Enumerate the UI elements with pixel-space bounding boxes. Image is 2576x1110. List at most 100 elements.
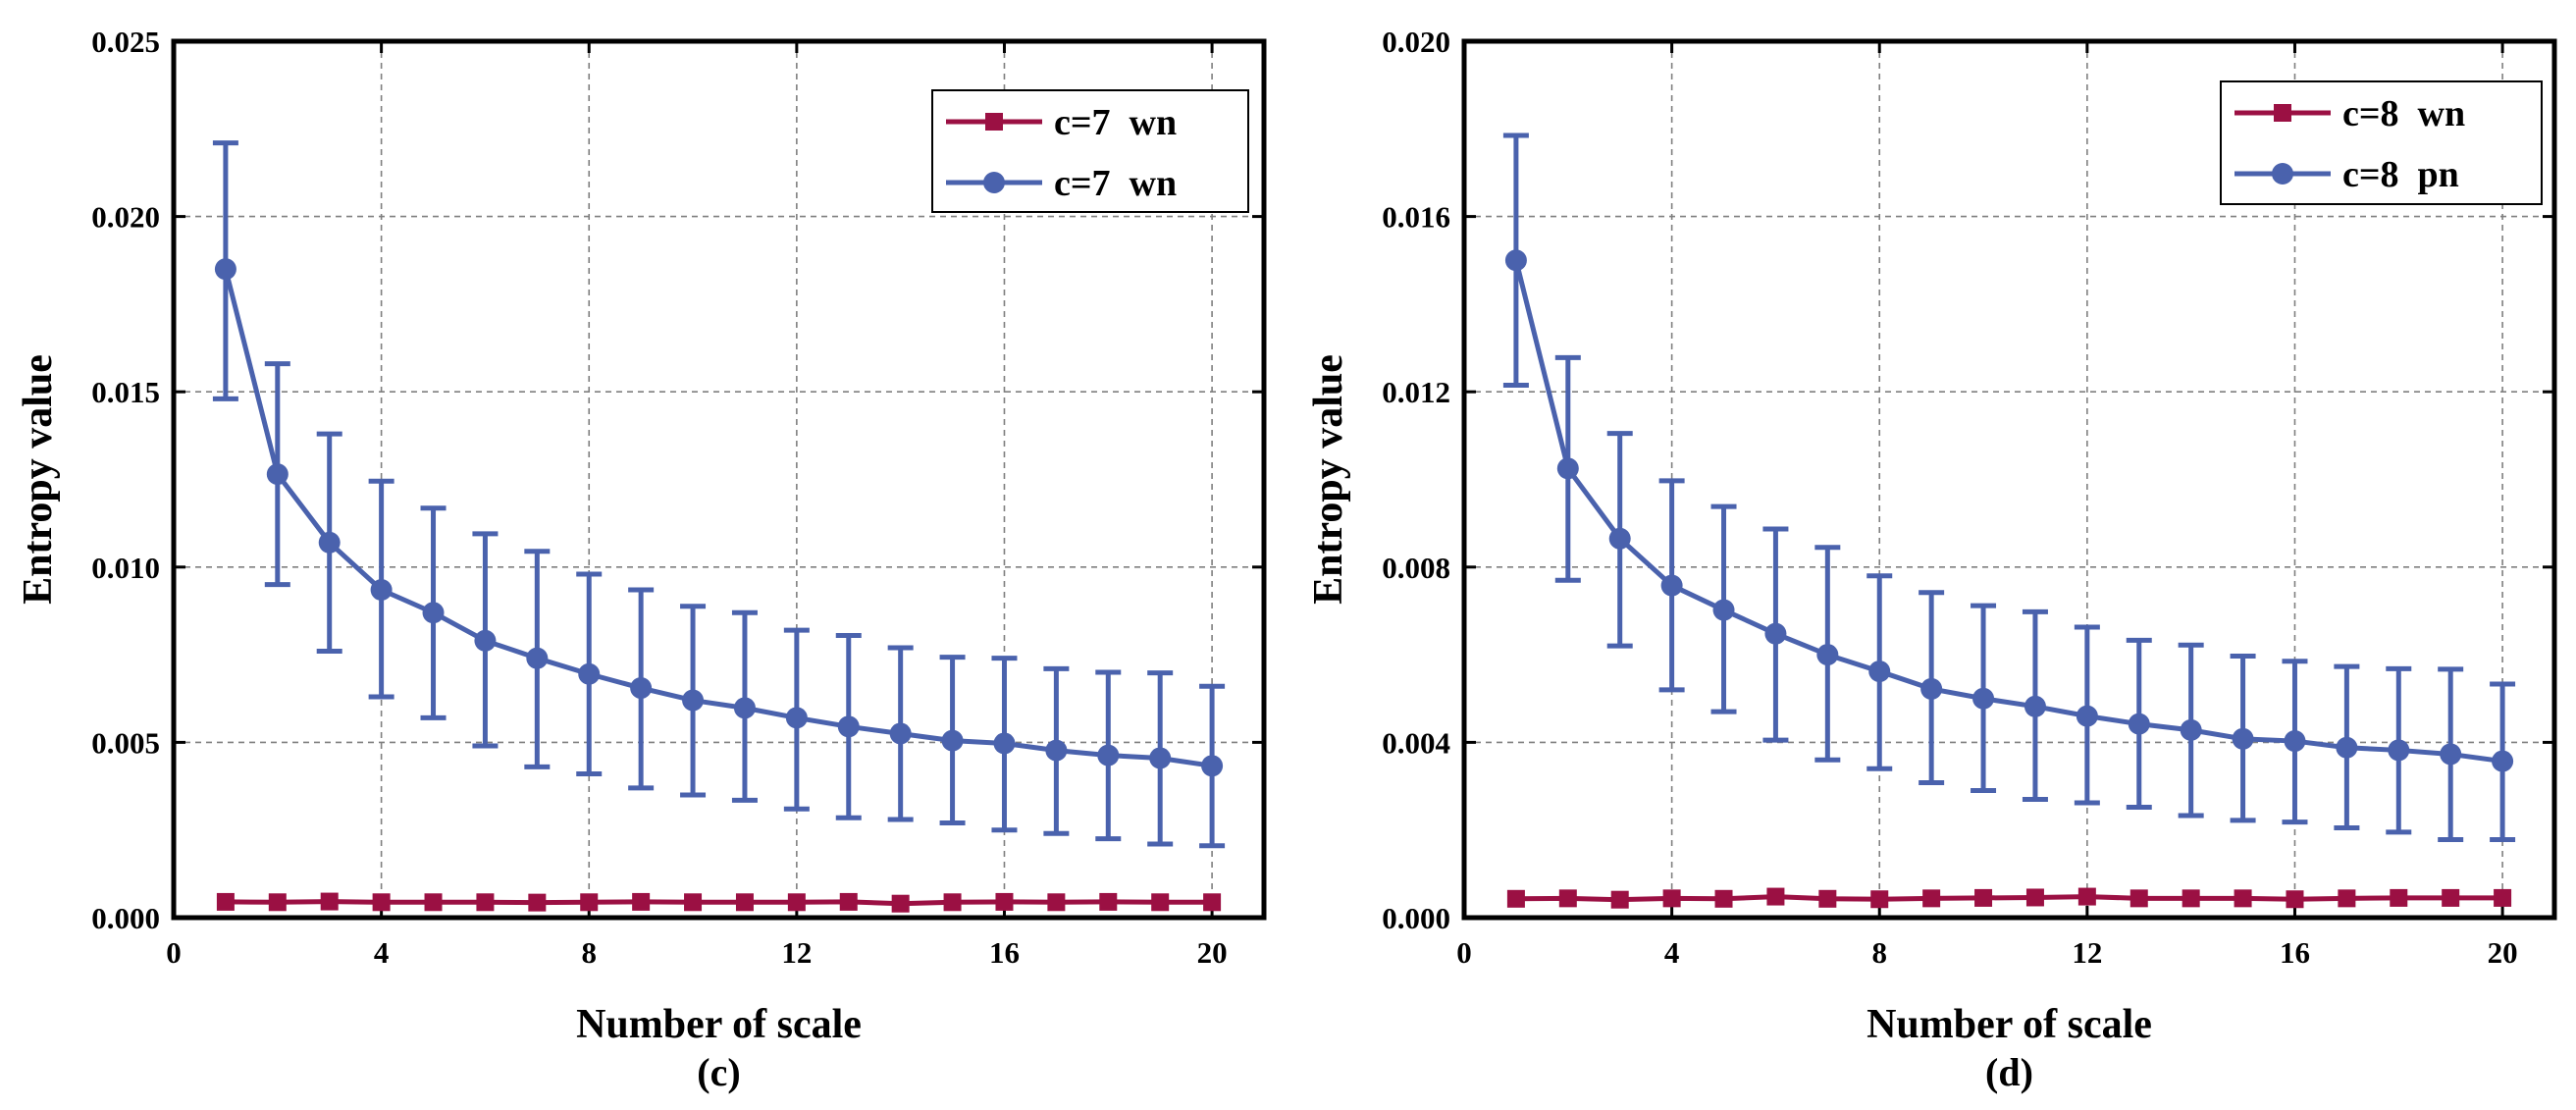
data-point	[1047, 893, 1066, 912]
y-tick-label: 0.015	[91, 375, 160, 409]
data-point	[1764, 622, 1787, 645]
y-tick-label: 0.004	[1382, 725, 1450, 760]
data-point	[2390, 888, 2408, 907]
data-point	[2338, 889, 2356, 908]
y-tick-label: 0.005	[91, 725, 160, 760]
data-point	[1045, 739, 1068, 762]
legend: c=7 wn c=7 wn	[931, 89, 1249, 213]
x-axis-label: Number of scale	[576, 1002, 862, 1047]
data-point	[1818, 889, 1837, 908]
data-point	[941, 729, 964, 752]
data-point	[2388, 739, 2410, 762]
legend-marker	[2274, 104, 2291, 122]
data-point	[2180, 718, 2202, 741]
x-tick-label: 12	[2072, 935, 2102, 970]
data-point	[1149, 747, 1172, 769]
data-point	[1556, 457, 1579, 480]
series-1	[212, 140, 1226, 849]
series-0	[216, 892, 1222, 913]
x-tick-label: 0	[1456, 935, 1472, 970]
data-point	[1558, 889, 1577, 908]
plot-frame	[171, 38, 1267, 921]
data-point	[2024, 695, 2046, 717]
legend-marker	[2272, 163, 2293, 185]
data-point	[2286, 890, 2304, 909]
legend-box	[931, 89, 1249, 213]
data-point	[2494, 888, 2512, 907]
y-tick-label: 0.010	[91, 551, 160, 585]
panel-caption: (c)	[697, 1050, 740, 1094]
x-tick-label: 4	[374, 935, 390, 970]
series-line	[223, 268, 1213, 768]
data-point	[268, 893, 287, 912]
data-point	[578, 662, 601, 685]
data-point	[2492, 750, 2514, 772]
panel-caption: (d)	[1985, 1050, 2033, 1094]
data-point	[1920, 677, 1943, 700]
data-point	[682, 689, 705, 712]
data-point	[1610, 890, 1629, 909]
data-point	[2077, 887, 2096, 906]
series-0	[1506, 887, 2512, 909]
data-point	[2336, 736, 2358, 759]
data-point	[2234, 889, 2252, 908]
data-point	[424, 893, 443, 912]
data-point	[320, 892, 339, 911]
legend-label: c=7 wn	[1054, 102, 1177, 143]
data-point	[2128, 713, 2150, 735]
data-point	[1504, 249, 1527, 272]
data-point	[318, 531, 341, 554]
data-point	[1868, 661, 1891, 683]
data-point	[1151, 893, 1170, 912]
data-point	[684, 893, 703, 912]
data-point	[580, 893, 599, 912]
chart-0: 0 4 8 12 16 20 0.000 0.005 0.010 0.015 0.020 0.025 N…	[16, 25, 1267, 1094]
data-point	[943, 893, 962, 912]
plot-frame	[1461, 38, 2557, 921]
data-point	[1203, 893, 1222, 912]
legend-label: c=8 wn	[2342, 93, 2465, 134]
data-point	[2182, 889, 2200, 908]
series-1	[1502, 132, 2516, 843]
data-point	[1870, 890, 1889, 909]
data-point	[1766, 887, 1785, 906]
data-point	[1712, 599, 1735, 621]
legend-label: c=8 pn	[2342, 154, 2459, 195]
data-point	[1662, 889, 1681, 908]
x-tick-label: 12	[781, 935, 812, 970]
data-point	[2442, 888, 2460, 907]
data-point	[1816, 644, 1839, 666]
data-point	[1099, 892, 1118, 911]
y-tick-label: 0.000	[1382, 901, 1450, 935]
series-line	[1513, 259, 2503, 765]
data-point	[787, 893, 806, 912]
data-point	[889, 722, 912, 745]
y-tick-label: 0.025	[91, 25, 160, 59]
legend-box	[2220, 80, 2543, 205]
y-tick-label: 0.012	[1382, 375, 1450, 409]
x-tick-label: 0	[166, 935, 182, 970]
x-tick-label: 16	[989, 935, 1020, 970]
data-point	[476, 893, 495, 912]
data-point	[995, 892, 1014, 911]
data-point	[1714, 889, 1733, 908]
data-point	[1201, 755, 1224, 777]
legend: c=8 wn c=8 pn	[2220, 80, 2543, 205]
y-tick-label: 0.016	[1382, 200, 1450, 235]
y-axis-label: Entropy value	[1306, 354, 1351, 605]
data-point	[837, 715, 860, 738]
data-point	[1974, 888, 1993, 907]
x-tick-label: 16	[2280, 935, 2310, 970]
data-point	[266, 463, 289, 486]
data-point	[216, 892, 235, 911]
data-point	[2232, 727, 2254, 750]
data-point	[1506, 889, 1525, 908]
x-tick-label: 20	[2488, 935, 2518, 970]
data-point	[528, 893, 547, 912]
data-point	[370, 579, 393, 602]
data-point	[785, 707, 808, 729]
data-point	[630, 677, 653, 700]
y-tick-label: 0.020	[1382, 25, 1450, 59]
data-point	[733, 697, 756, 719]
chart-1: 0 4 8 12 16 20 0.000 0.004 0.008 0.012 0.016 0.020 N…	[1306, 25, 2557, 1094]
